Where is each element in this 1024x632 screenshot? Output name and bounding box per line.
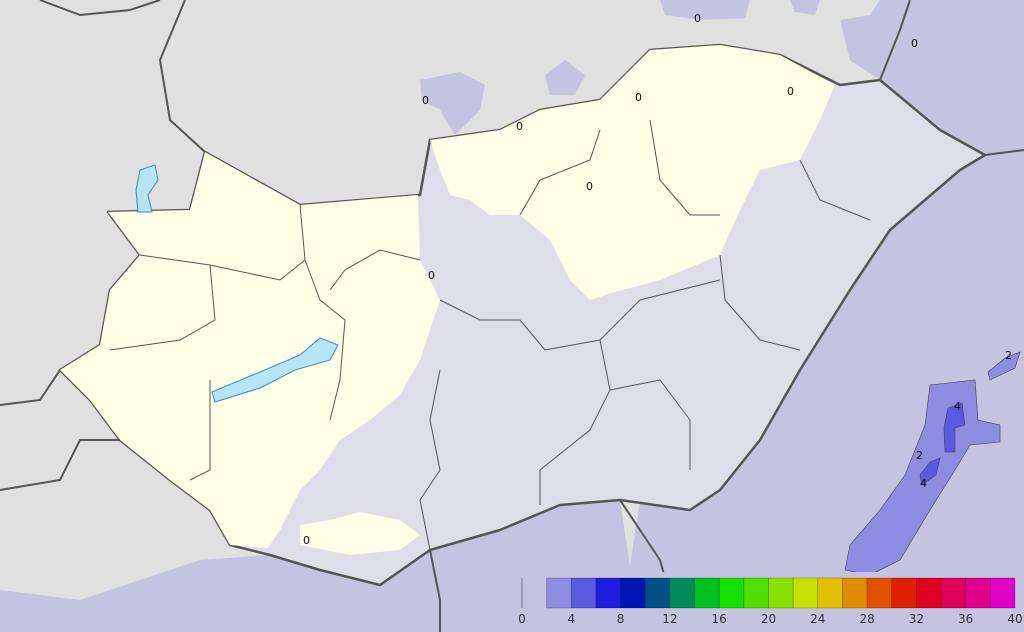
- contour-label: 2: [1005, 349, 1012, 362]
- contour-label: 0: [303, 534, 310, 547]
- contour-label: 0: [428, 269, 435, 282]
- legend-bin: [718, 577, 745, 609]
- legend-bin: [743, 577, 769, 609]
- contour-label: 0: [635, 91, 642, 104]
- legend-bin: [570, 577, 597, 609]
- dry-areas: [60, 45, 835, 555]
- contour-label: 2: [916, 449, 923, 462]
- legend-bin: [842, 577, 868, 609]
- contour-label: 4: [920, 477, 927, 490]
- contour-label: 0: [787, 85, 794, 98]
- legend-tick-label: 8: [617, 612, 625, 626]
- legend-tick-label: 4: [567, 612, 575, 626]
- legend-bin: [768, 577, 794, 609]
- precip-area-4-6: [943, 402, 966, 453]
- county-borders: [109, 119, 871, 551]
- legend-bin: [669, 577, 695, 609]
- contour-label: 4: [954, 400, 961, 413]
- legend-tick-label: 36: [958, 612, 973, 626]
- legend-tick-label: 28: [859, 612, 874, 626]
- legend-bin: [891, 577, 917, 609]
- legend-bin: [817, 577, 843, 609]
- legend-bin: [694, 577, 720, 609]
- legend-tick-label: 12: [662, 612, 677, 626]
- legend-tick-label: 0: [518, 612, 526, 626]
- contour-label: 0: [516, 120, 523, 133]
- legend-tick-label: 20: [761, 612, 776, 626]
- precip-area-4-6: [919, 457, 941, 486]
- legend-tick-label: 24: [810, 612, 825, 626]
- contour-label: 0: [422, 94, 429, 107]
- legend-bin: [940, 577, 966, 609]
- legend-bin: [595, 577, 621, 609]
- legend-tick-label: 32: [909, 612, 924, 626]
- legend-bin: [866, 577, 893, 609]
- legend-tick-label: 40: [1007, 612, 1022, 626]
- legend-bin: [546, 577, 572, 609]
- precip-area-2-4: [987, 351, 1021, 381]
- contour-label: 0: [911, 37, 918, 50]
- contour-label: 0: [586, 180, 593, 193]
- contour-labels: 0 0 0 0 0 0 0 0 0 2 2 4 4: [303, 12, 1012, 547]
- lake-balaton: [211, 337, 339, 403]
- color-legend: 0 4 8 12 16 20 24 28 32 36 40: [515, 572, 1024, 632]
- legend-tick-label: 16: [712, 612, 727, 626]
- legend-bin: [990, 577, 1016, 609]
- lake-neusiedl: [135, 164, 159, 213]
- legend-bin: [620, 577, 646, 609]
- legend-bin: [916, 577, 942, 609]
- legend-bin: [644, 577, 671, 609]
- legend-bin: [965, 577, 991, 609]
- legend-bin: [792, 577, 819, 609]
- contour-label: 0: [694, 12, 701, 25]
